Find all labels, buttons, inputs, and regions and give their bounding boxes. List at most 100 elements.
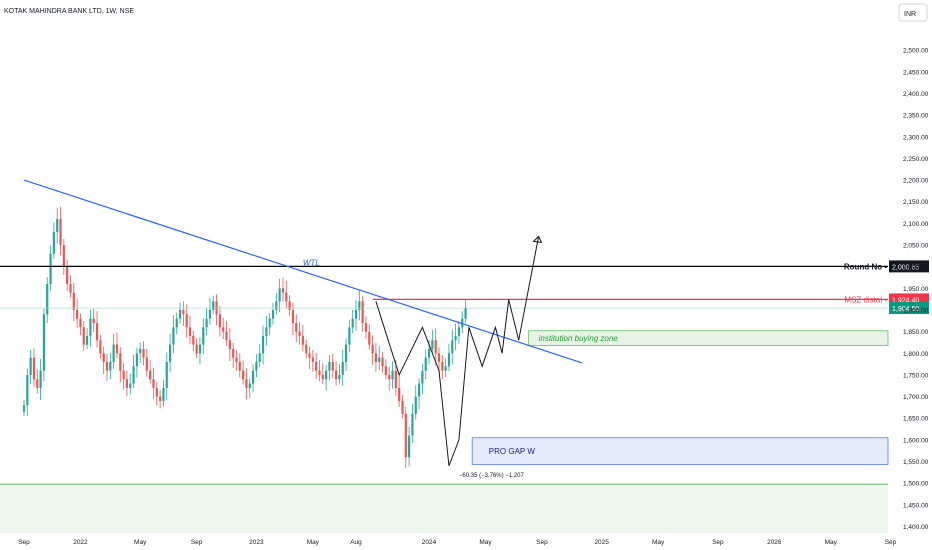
candle-body [278,288,281,302]
currency-label: INR [904,11,916,18]
time-tick-label: 2025 [594,539,609,546]
price-tick-label: 2,400.00 [903,91,929,98]
candle-body [228,340,231,349]
candle-body [145,357,148,371]
currency-button[interactable] [898,3,928,22]
price-tick-label: 2,200.00 [903,178,929,185]
candle-body [391,370,394,380]
price-tick-label: 1,550.00 [903,459,929,466]
candle-body [152,379,155,388]
candle-body [168,344,172,362]
time-tick-label: Sep [191,539,203,546]
candle-body [258,353,261,362]
candle-body [115,344,119,354]
time-tick-label: Sep [18,539,30,546]
candle-body [444,366,447,371]
candle-body [461,318,464,328]
candle-body [325,370,328,380]
candle-body [261,335,265,354]
candle-body [112,344,115,362]
candle-body [66,266,69,284]
candle-body [149,370,152,380]
last-price-tag [889,302,929,315]
price-axis[interactable]: 2,500.00 2,450.00 2,400.00 2,350.00 2,300.00… [903,48,929,531]
candle-body [36,379,39,388]
msz-price-text: 1,924.40 [892,297,919,304]
candle-body [285,292,288,302]
candle-body [178,309,182,319]
candle-body [311,357,314,362]
symbol-title: KOTAK MAHINDRA BANK LTD, 1W, NSE [4,8,134,15]
time-tick-label: 2022 [73,539,88,546]
candle-body [29,357,32,375]
candle-body [334,370,338,380]
candle-body [344,344,348,362]
candle-body [218,314,221,328]
candle-body [464,308,467,319]
candle-body [437,353,441,362]
round-number-price-text: 2,000.65 [892,264,919,271]
price-tick-label: 2,000.00 [903,264,929,271]
candle-body [255,361,258,371]
candle-body [62,245,65,267]
candle-body [328,361,331,371]
candle-body [398,387,401,401]
price-tick-label: 2,150.00 [903,199,929,206]
wtl-trendline[interactable] [23,179,582,364]
candle-body [165,361,168,388]
round-number-price-tag [889,260,929,273]
candle-body [222,327,225,332]
candle-body [72,292,75,310]
price-tick-label: 2,450.00 [903,69,929,76]
candle-body [381,357,384,367]
candle-body [457,327,461,336]
pro-gap-label: PRO GAP W [489,447,536,456]
price-tick-label: 1,850.00 [903,329,929,336]
candle-body [238,361,241,371]
time-tick-label: May [825,539,838,546]
candle-body [295,322,298,332]
candle-body [208,309,212,319]
price-tick-label: 2,250.00 [903,156,929,163]
candle-body [49,253,52,284]
round-number-label: Round No - [844,262,887,271]
candle-body [275,301,278,310]
candle-body [129,383,132,388]
institution-zone-label: institution buying zone [539,334,619,343]
candle-body [125,379,129,388]
msz-distal-label: MSZ distal - [844,295,887,304]
candle-body [155,387,158,397]
projection-arrow-path[interactable] [501,236,540,354]
candle-body [341,361,344,375]
candle-body [394,370,397,388]
candle-body [39,370,42,388]
candle-body [46,283,49,315]
candle-body [76,309,79,319]
pro-gap-zone [471,437,889,465]
candle-body [102,353,105,362]
last-price-text: 1,904.50 [892,306,919,313]
low-price-readout: −60.35 (−3.76%) −1,207 [459,473,525,479]
price-tick-label: 2,350.00 [903,113,929,120]
candle-body [421,370,424,384]
candle-body [441,361,444,371]
institution-buying-zone [528,330,889,346]
candle-body [205,318,208,328]
candle-body [411,413,414,436]
candle-body [265,327,268,336]
candle-body [139,348,142,354]
time-axis[interactable]: Sep 2022 May Sep 2023 May Aug 2024 May Sep 2025 May… [18,539,932,546]
candle-body [447,353,451,367]
candle-body [268,318,271,328]
candle-body [26,374,29,406]
w-pattern-path[interactable] [375,301,503,467]
candle-body [192,335,195,345]
candle-body [225,331,228,341]
candle-body [85,335,89,345]
candles-group [22,206,467,469]
price-tick-label: 1,450.00 [903,502,929,509]
candle-body [358,301,361,310]
candle-body [185,314,188,328]
candle-body [351,318,354,328]
